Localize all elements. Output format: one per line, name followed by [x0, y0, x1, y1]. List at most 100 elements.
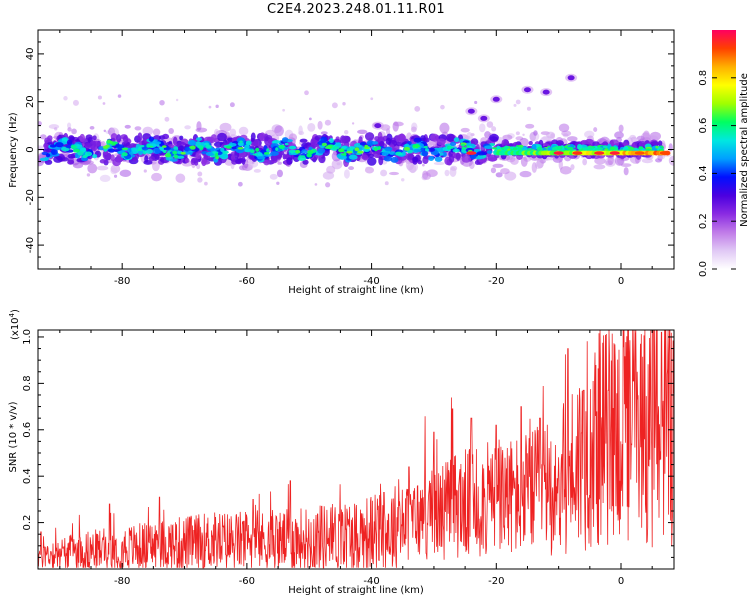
heatmap-stray-point [513, 103, 517, 107]
heatmap-core-blob [44, 156, 49, 161]
heatmap-stray-point [113, 174, 118, 178]
heatmap-stray-point [208, 105, 212, 109]
colorbar-tick-label: 0.2 [698, 213, 709, 229]
y-tick-label: 0 [25, 146, 36, 152]
snr-x-axis-label: Height of straight line (km) [288, 585, 424, 596]
heatmap-highlight-blob [121, 147, 129, 151]
heatmap-band-blob [85, 134, 93, 140]
heatmap-highlight-blob [189, 145, 196, 150]
heatmap-stray-point [474, 100, 478, 105]
heatmap-stray-point [526, 106, 531, 111]
heatmap-band-blob [176, 141, 187, 147]
heatmap-halo-blob [89, 126, 95, 130]
heatmap-halo-blob [484, 131, 491, 139]
heatmap-stray-point [63, 96, 68, 101]
spectrogram-ticks: -80 -60 -40 -20 0 -40 -20 0 20 40 [25, 29, 674, 287]
heatmap-hotspot [609, 151, 620, 155]
heatmap-stray-point [237, 181, 243, 187]
heatmap-core-blob [45, 153, 51, 158]
heatmap-band-blob [259, 132, 266, 142]
heatmap-core-blob [220, 147, 225, 153]
heatmap-halo-blob [495, 172, 503, 178]
heatmap-halo-blob [520, 156, 528, 167]
heatmap-stray-point [304, 90, 309, 96]
heatmap-band-blob [364, 132, 375, 141]
heatmap-halo-blob [546, 131, 556, 139]
heatmap-core-blob [531, 144, 537, 150]
heatmap-stray-point [251, 161, 255, 164]
x-tick-label: -20 [488, 276, 504, 287]
heatmap-core-blob [236, 137, 246, 144]
y-tick-label: 0.8 [22, 375, 33, 391]
heatmap-highlight-blob [354, 147, 360, 152]
heatmap-highlight-blob [298, 155, 306, 158]
heatmap-band-blob [144, 155, 149, 163]
heatmap-stray-point [422, 163, 425, 167]
x-tick-label: 0 [618, 576, 624, 587]
heatmap-halo-blob [559, 166, 572, 175]
y-tick-label: -20 [25, 189, 36, 205]
heatmap-band-blob [53, 155, 63, 163]
heatmap-halo-blob [519, 170, 532, 178]
heatmap-band-blob [489, 157, 498, 162]
spectrogram-y-axis-label: Frequency (Hz) [8, 112, 19, 188]
heatmap-highlight-blob [139, 144, 145, 148]
heatmap-highlight-blob [321, 142, 328, 147]
heatmap-core-blob [404, 143, 410, 149]
heatmap-band-blob [302, 159, 309, 165]
heatmap-halo-blob [87, 163, 98, 174]
heatmap-core-blob [384, 146, 393, 152]
snr-scale-multiplier: (x104) [8, 309, 21, 340]
heatmap-band-blob [241, 156, 246, 165]
heatmap-halo-blob [142, 126, 154, 136]
heatmap-halo-blob [636, 135, 645, 141]
heatmap-halo-blob [124, 124, 131, 129]
heatmap-core-blob [51, 149, 56, 155]
heatmap-core-blob [288, 145, 297, 150]
x-tick-label: -80 [114, 276, 130, 287]
heatmap-highlight-blob [239, 140, 243, 144]
heatmap-highlight-blob [496, 149, 502, 152]
heatmap-halo-blob [269, 173, 278, 180]
heatmap-highlight-blob [121, 152, 128, 157]
heatmap-band-blob [47, 135, 53, 142]
heatmap-core-blob [320, 137, 325, 144]
heatmap-highlight-blob [111, 141, 116, 146]
heatmap-stray-point [276, 181, 280, 185]
heatmap-highlight-blob [338, 148, 344, 153]
heatmap-stray-point [351, 122, 355, 125]
heatmap-core-blob [272, 139, 281, 144]
heatmap-highlight-blob [638, 146, 644, 150]
heatmap-core-blob [244, 148, 252, 153]
heatmap-band-blob [84, 142, 93, 147]
heatmap-halo-blob [386, 128, 391, 135]
heatmap-band-blob [92, 135, 97, 141]
heatmap-halo-blob [99, 174, 111, 183]
heatmap-band-blob [489, 133, 499, 142]
heatmap-halo-blob [593, 164, 606, 170]
heatmap-highlight-blob [340, 153, 346, 156]
heatmap-highlight-blob [172, 150, 178, 155]
heatmap-band-blob [122, 135, 129, 144]
heatmap-highlight-blob [102, 145, 109, 149]
heatmap-highlight-blob [278, 144, 285, 149]
heatmap-band-blob [196, 152, 201, 160]
heatmap-stray-point [325, 182, 331, 188]
heatmap-highlight-blob [252, 153, 258, 156]
heatmap-core-blob [288, 149, 296, 154]
heatmap-hotspot [572, 151, 583, 155]
heatmap-band-blob [379, 141, 385, 148]
heatmap-stray-point [384, 181, 389, 186]
heatmap-band-blob [99, 159, 107, 164]
heatmap-halo-blob [247, 160, 259, 168]
colorbar-tick-label: 0.6 [698, 118, 709, 134]
heatmap-halo-blob [614, 131, 624, 139]
heatmap-highlight-blob [602, 145, 608, 149]
heatmap-halo-blob [668, 143, 673, 152]
heatmap-stray-point [370, 97, 374, 101]
y-tick-label: 0.4 [22, 468, 33, 484]
heatmap-band-blob [67, 159, 75, 165]
heatmap-stray-point [164, 116, 170, 122]
spectrogram-x-axis-label: Height of straight line (km) [288, 285, 424, 296]
heatmap-halo-blob [618, 124, 624, 133]
